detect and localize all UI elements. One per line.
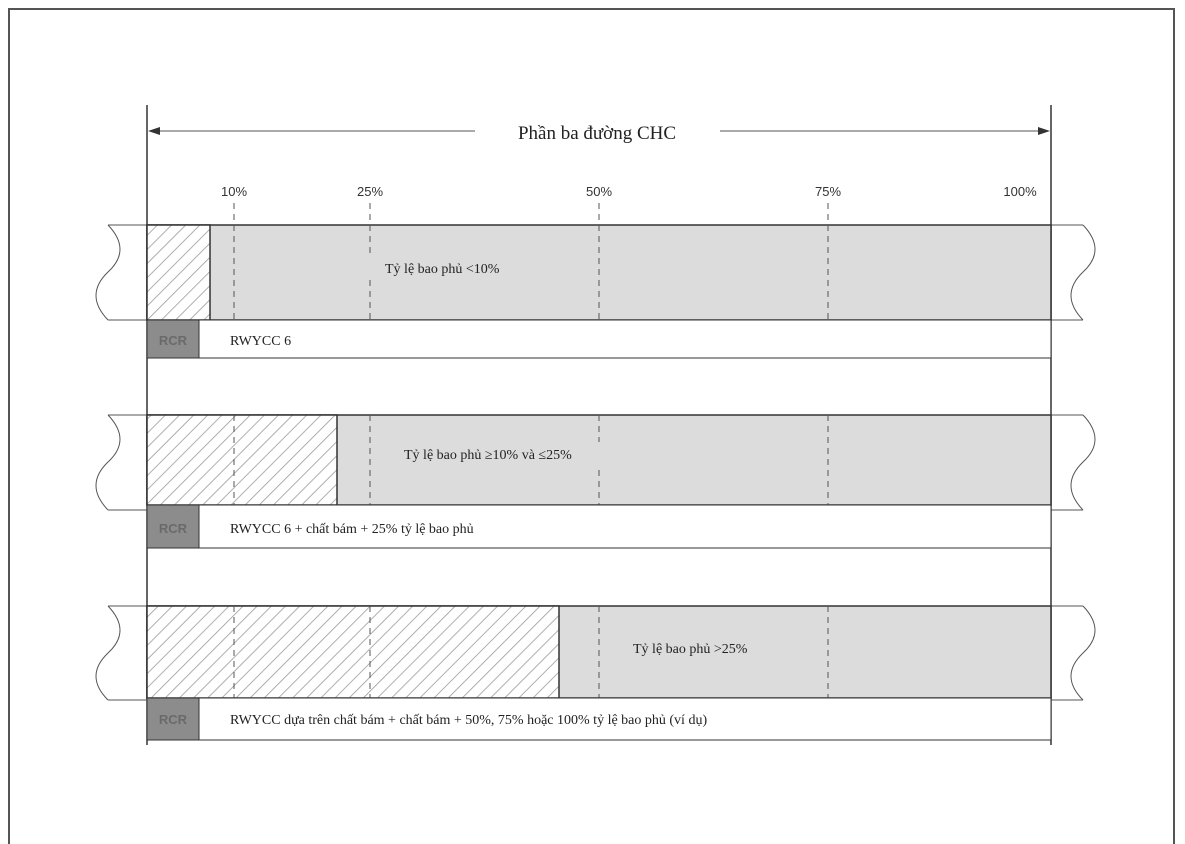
rcr-tag: RCR [159, 333, 188, 348]
contaminated-area [146, 414, 338, 506]
coverage-label: Tỷ lệ bao phủ ≥10% và ≤25% [404, 448, 572, 463]
contaminated-area [146, 224, 211, 321]
break-left [95, 224, 121, 321]
rcr-bar [146, 504, 1052, 549]
contaminated-area [146, 605, 560, 699]
percent-ticks: 10% 25% 50% 75% 100% [221, 184, 1037, 199]
tick-label-75: 75% [815, 184, 841, 199]
rcr-bar [146, 697, 1052, 741]
dimension-title: Phần ba đường CHC [518, 123, 676, 144]
rcr-tag-box [146, 504, 200, 549]
tick-label-100: 100% [1003, 184, 1037, 199]
rcr-tag-box [146, 697, 200, 741]
break-left [95, 414, 121, 511]
rcr-text: RWYCC 6 + chất bám + 25% tỷ lệ bao phủ [230, 522, 474, 537]
runway-row-2: Tỷ lệ bao phủ ≥10% và ≤25% RCR RWYCC 6 +… [95, 414, 1096, 549]
coverage-label: Tỷ lệ bao phủ >25% [633, 642, 748, 657]
runway-row-3: Tỷ lệ bao phủ >25% RCR RWYCC dựa trên ch… [95, 605, 1096, 741]
dimension-arrow-right [1038, 127, 1050, 135]
tick-label-25: 25% [357, 184, 383, 199]
runway-row-1: Tỷ lệ bao phủ <10% RCR RWYCC 6 [95, 203, 1096, 359]
tick-label-50: 50% [586, 184, 612, 199]
label-mask [365, 257, 565, 279]
rcr-tag: RCR [159, 521, 188, 536]
label-mask [395, 442, 660, 466]
break-left [95, 605, 121, 701]
label-mask [620, 636, 800, 660]
break-right [1070, 224, 1096, 321]
rcr-text: RWYCC 6 [230, 334, 291, 349]
dimension-arrow-left [148, 127, 160, 135]
tick-label-10: 10% [221, 184, 247, 199]
coverage-label: Tỷ lệ bao phủ <10% [385, 262, 500, 277]
break-right [1070, 414, 1096, 511]
rcr-tag: RCR [159, 712, 188, 727]
rcr-tag-box [146, 319, 200, 359]
break-right [1070, 605, 1096, 701]
rcr-text: RWYCC dựa trên chất bám + chất bám + 50%… [230, 713, 707, 728]
